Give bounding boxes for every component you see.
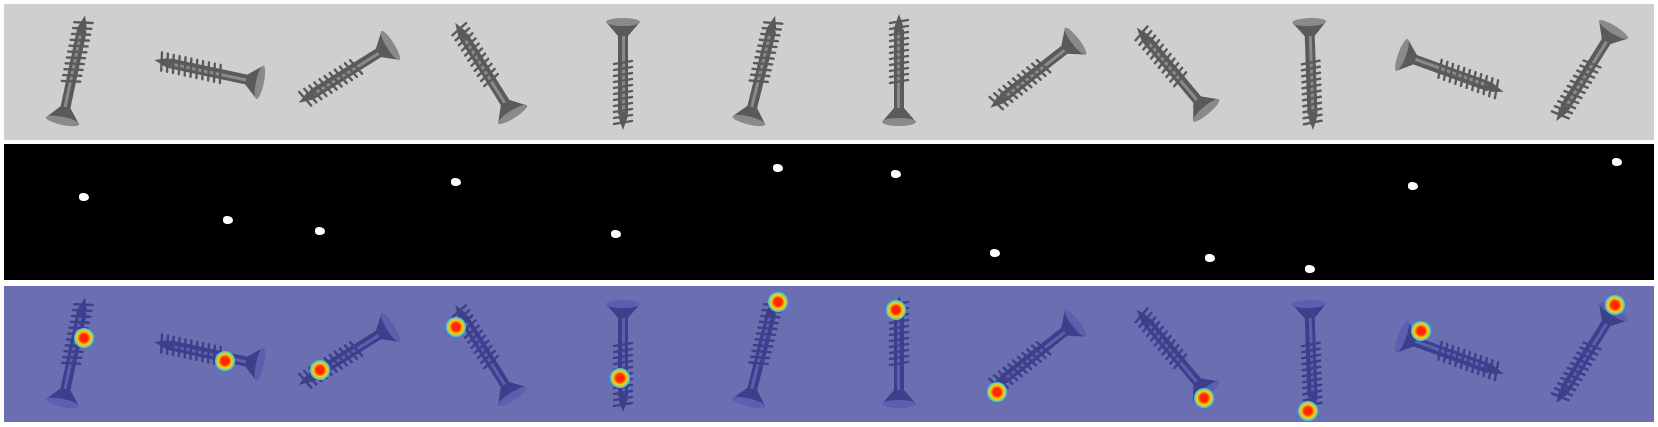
screw-image [1550,19,1629,122]
mask-tile [417,144,555,280]
input-image-tile [830,4,968,140]
mask-tile [4,144,142,280]
input-image-tile [4,4,142,140]
screw-image [45,15,94,127]
screw-image [882,14,916,126]
mask-tile [1105,144,1243,280]
screw-image [1395,320,1504,382]
screw-image [451,303,528,407]
defect-mask-blob [1304,265,1315,274]
mask-tile [1518,144,1654,280]
screw-image [988,27,1087,111]
heatmap-hotspot [767,292,788,313]
screw-image [154,333,266,382]
heatmap-hotspot [310,360,331,381]
screw-image [606,300,640,412]
heatmap-hotspot [987,382,1008,403]
heatmap-tile [1518,286,1654,422]
heatmap-hotspot [1604,295,1625,316]
screw-image [1550,301,1629,404]
defect-mask-blob [772,164,783,173]
input-image-tile [1380,4,1518,140]
defect-mask-blob [1204,254,1215,263]
mask-tile [142,144,280,280]
mask-tile [1380,144,1518,280]
input-image-tile [967,4,1105,140]
defect-mask-blob [1612,157,1623,166]
defect-mask-blob [315,227,326,236]
screw-image [1134,25,1220,122]
defect-mask-blob [79,193,90,202]
screw-image [988,309,1087,393]
input-image-tile [279,4,417,140]
heatmap-tile [554,286,692,422]
screw-image [1395,38,1504,100]
heatmap-hotspot [1411,320,1432,341]
mask-tile [554,144,692,280]
input-image-tile [142,4,280,140]
mask-tile [279,144,417,280]
heatmap-tile [1105,286,1243,422]
mask-tile [830,144,968,280]
heatmap-tile [279,286,417,422]
input-image-tile [417,4,555,140]
input-image-tile [1242,4,1380,140]
screw-image [1292,17,1327,130]
input-image-tile [692,4,830,140]
defect-mask-blob [891,169,902,178]
input-image-tile [1518,4,1654,140]
screw-image [732,297,784,409]
row-anomaly-heatmaps [4,286,1654,422]
screw-image [154,51,266,100]
heatmap-hotspot [1298,401,1319,422]
screw-image [606,18,640,130]
heatmap-hotspot [74,327,95,348]
heatmap-tile [830,286,968,422]
screw-image [451,21,528,125]
defect-mask-blob [450,178,461,187]
defect-mask-blob [222,216,233,225]
heatmap-tile [4,286,142,422]
defect-mask-blob [989,248,1000,257]
defect-mask-blob [611,229,622,238]
input-image-tile [554,4,692,140]
heatmap-tile [967,286,1105,422]
heatmap-hotspot [1194,387,1215,408]
heatmap-hotspot [610,368,631,389]
screw-image [1134,307,1220,404]
heatmap-tile [417,286,555,422]
mask-tile [692,144,830,280]
heatmap-hotspot [214,350,235,371]
row-ground-truth-masks [4,144,1654,280]
heatmap-tile [142,286,280,422]
heatmap-hotspot [445,316,466,337]
heatmap-tile [1242,286,1380,422]
mask-tile [1242,144,1380,280]
mask-tile [967,144,1105,280]
heatmap-hotspot [886,300,907,321]
heatmap-tile [1380,286,1518,422]
defect-mask-blob [1408,182,1419,191]
screw-image [297,312,401,389]
screw-image [297,30,401,107]
row-input-images [4,4,1654,140]
screw-image [45,297,94,409]
input-image-tile [1105,4,1243,140]
screw-image [732,15,784,127]
heatmap-tile [692,286,830,422]
